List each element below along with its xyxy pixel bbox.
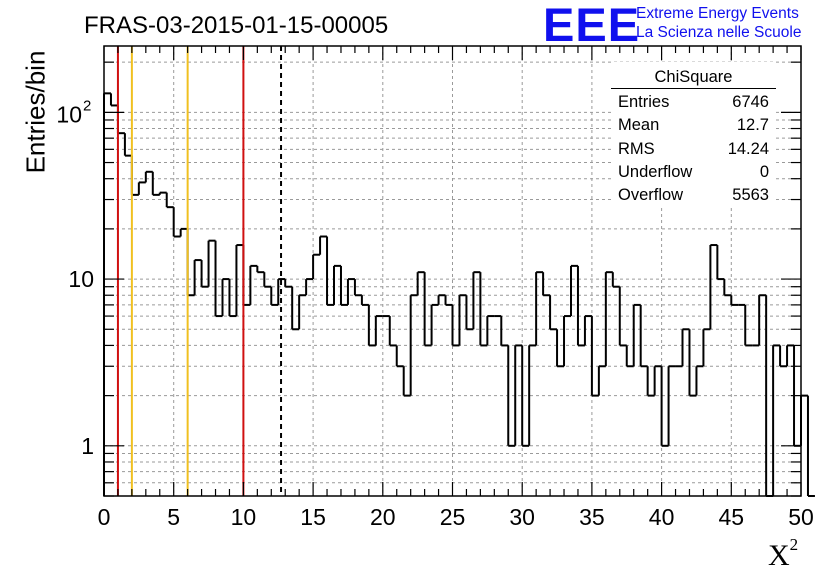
x-axis-label-superscript: 2 bbox=[789, 535, 799, 554]
stats-value: 0 bbox=[759, 162, 769, 181]
x-tick-label: 30 bbox=[509, 504, 535, 530]
x-tick-label: 20 bbox=[370, 504, 396, 530]
stats-value: 14.24 bbox=[727, 139, 769, 158]
x-tick-label: 0 bbox=[98, 504, 111, 530]
stats-row-overflow: Overflow 5563 bbox=[611, 184, 776, 207]
x-tick-label: 35 bbox=[579, 504, 605, 530]
stats-label: Underflow bbox=[618, 162, 693, 181]
axes-layer bbox=[103, 45, 802, 497]
logo-subtitle: Extreme Energy Events La Scienza nelle S… bbox=[636, 4, 801, 42]
stats-row-underflow: Underflow 0 bbox=[611, 161, 776, 184]
subtitle-line-1: Extreme Energy Events bbox=[636, 5, 799, 22]
stats-row-rms: RMS 14.24 bbox=[611, 138, 776, 161]
eee-logo: EEE bbox=[543, 0, 641, 51]
stats-value: 12.7 bbox=[736, 116, 769, 135]
stats-title: ChiSquare bbox=[611, 62, 776, 89]
y-tick-label: 1 bbox=[81, 433, 94, 459]
stats-label: Mean bbox=[618, 116, 660, 135]
stats-value: 6746 bbox=[732, 93, 769, 111]
stats-label: Entries bbox=[618, 93, 670, 111]
y-axis-label: Entries/bin bbox=[20, 50, 51, 174]
histogram-layer bbox=[103, 92, 815, 497]
stats-label: RMS bbox=[618, 139, 655, 158]
x-tick-label: 10 bbox=[231, 504, 257, 530]
x-tick-label: 5 bbox=[167, 504, 180, 530]
x-tick-label: 25 bbox=[440, 504, 466, 530]
subtitle-line-2: La Scienza nelle Scuole bbox=[636, 24, 802, 41]
stats-row-entries: Entries 6746 bbox=[611, 91, 776, 114]
x-tick-label: 45 bbox=[719, 504, 745, 530]
stats-value: 5563 bbox=[732, 186, 769, 205]
y-tick-label: 10 bbox=[68, 266, 94, 292]
stats-label: Overflow bbox=[618, 186, 684, 205]
vertical-lines-layer bbox=[116, 46, 283, 496]
x-tick-label: 40 bbox=[649, 504, 675, 530]
stats-row-mean: Mean 12.7 bbox=[611, 114, 776, 137]
stats-box: ChiSquare Entries 6746 Mean 12.7 RMS 14.24 … bbox=[611, 62, 776, 208]
y-tick-label-exponent: 2 bbox=[83, 97, 91, 114]
y-tick-label: 10 bbox=[56, 101, 82, 127]
x-axis-label: X2 bbox=[768, 535, 798, 573]
x-tick-label: 50 bbox=[788, 504, 814, 530]
x-axis-label-base: X bbox=[768, 539, 790, 572]
chart-title: FRAS-03-2015-01-15-00005 bbox=[84, 12, 389, 39]
x-tick-label: 15 bbox=[300, 504, 326, 530]
